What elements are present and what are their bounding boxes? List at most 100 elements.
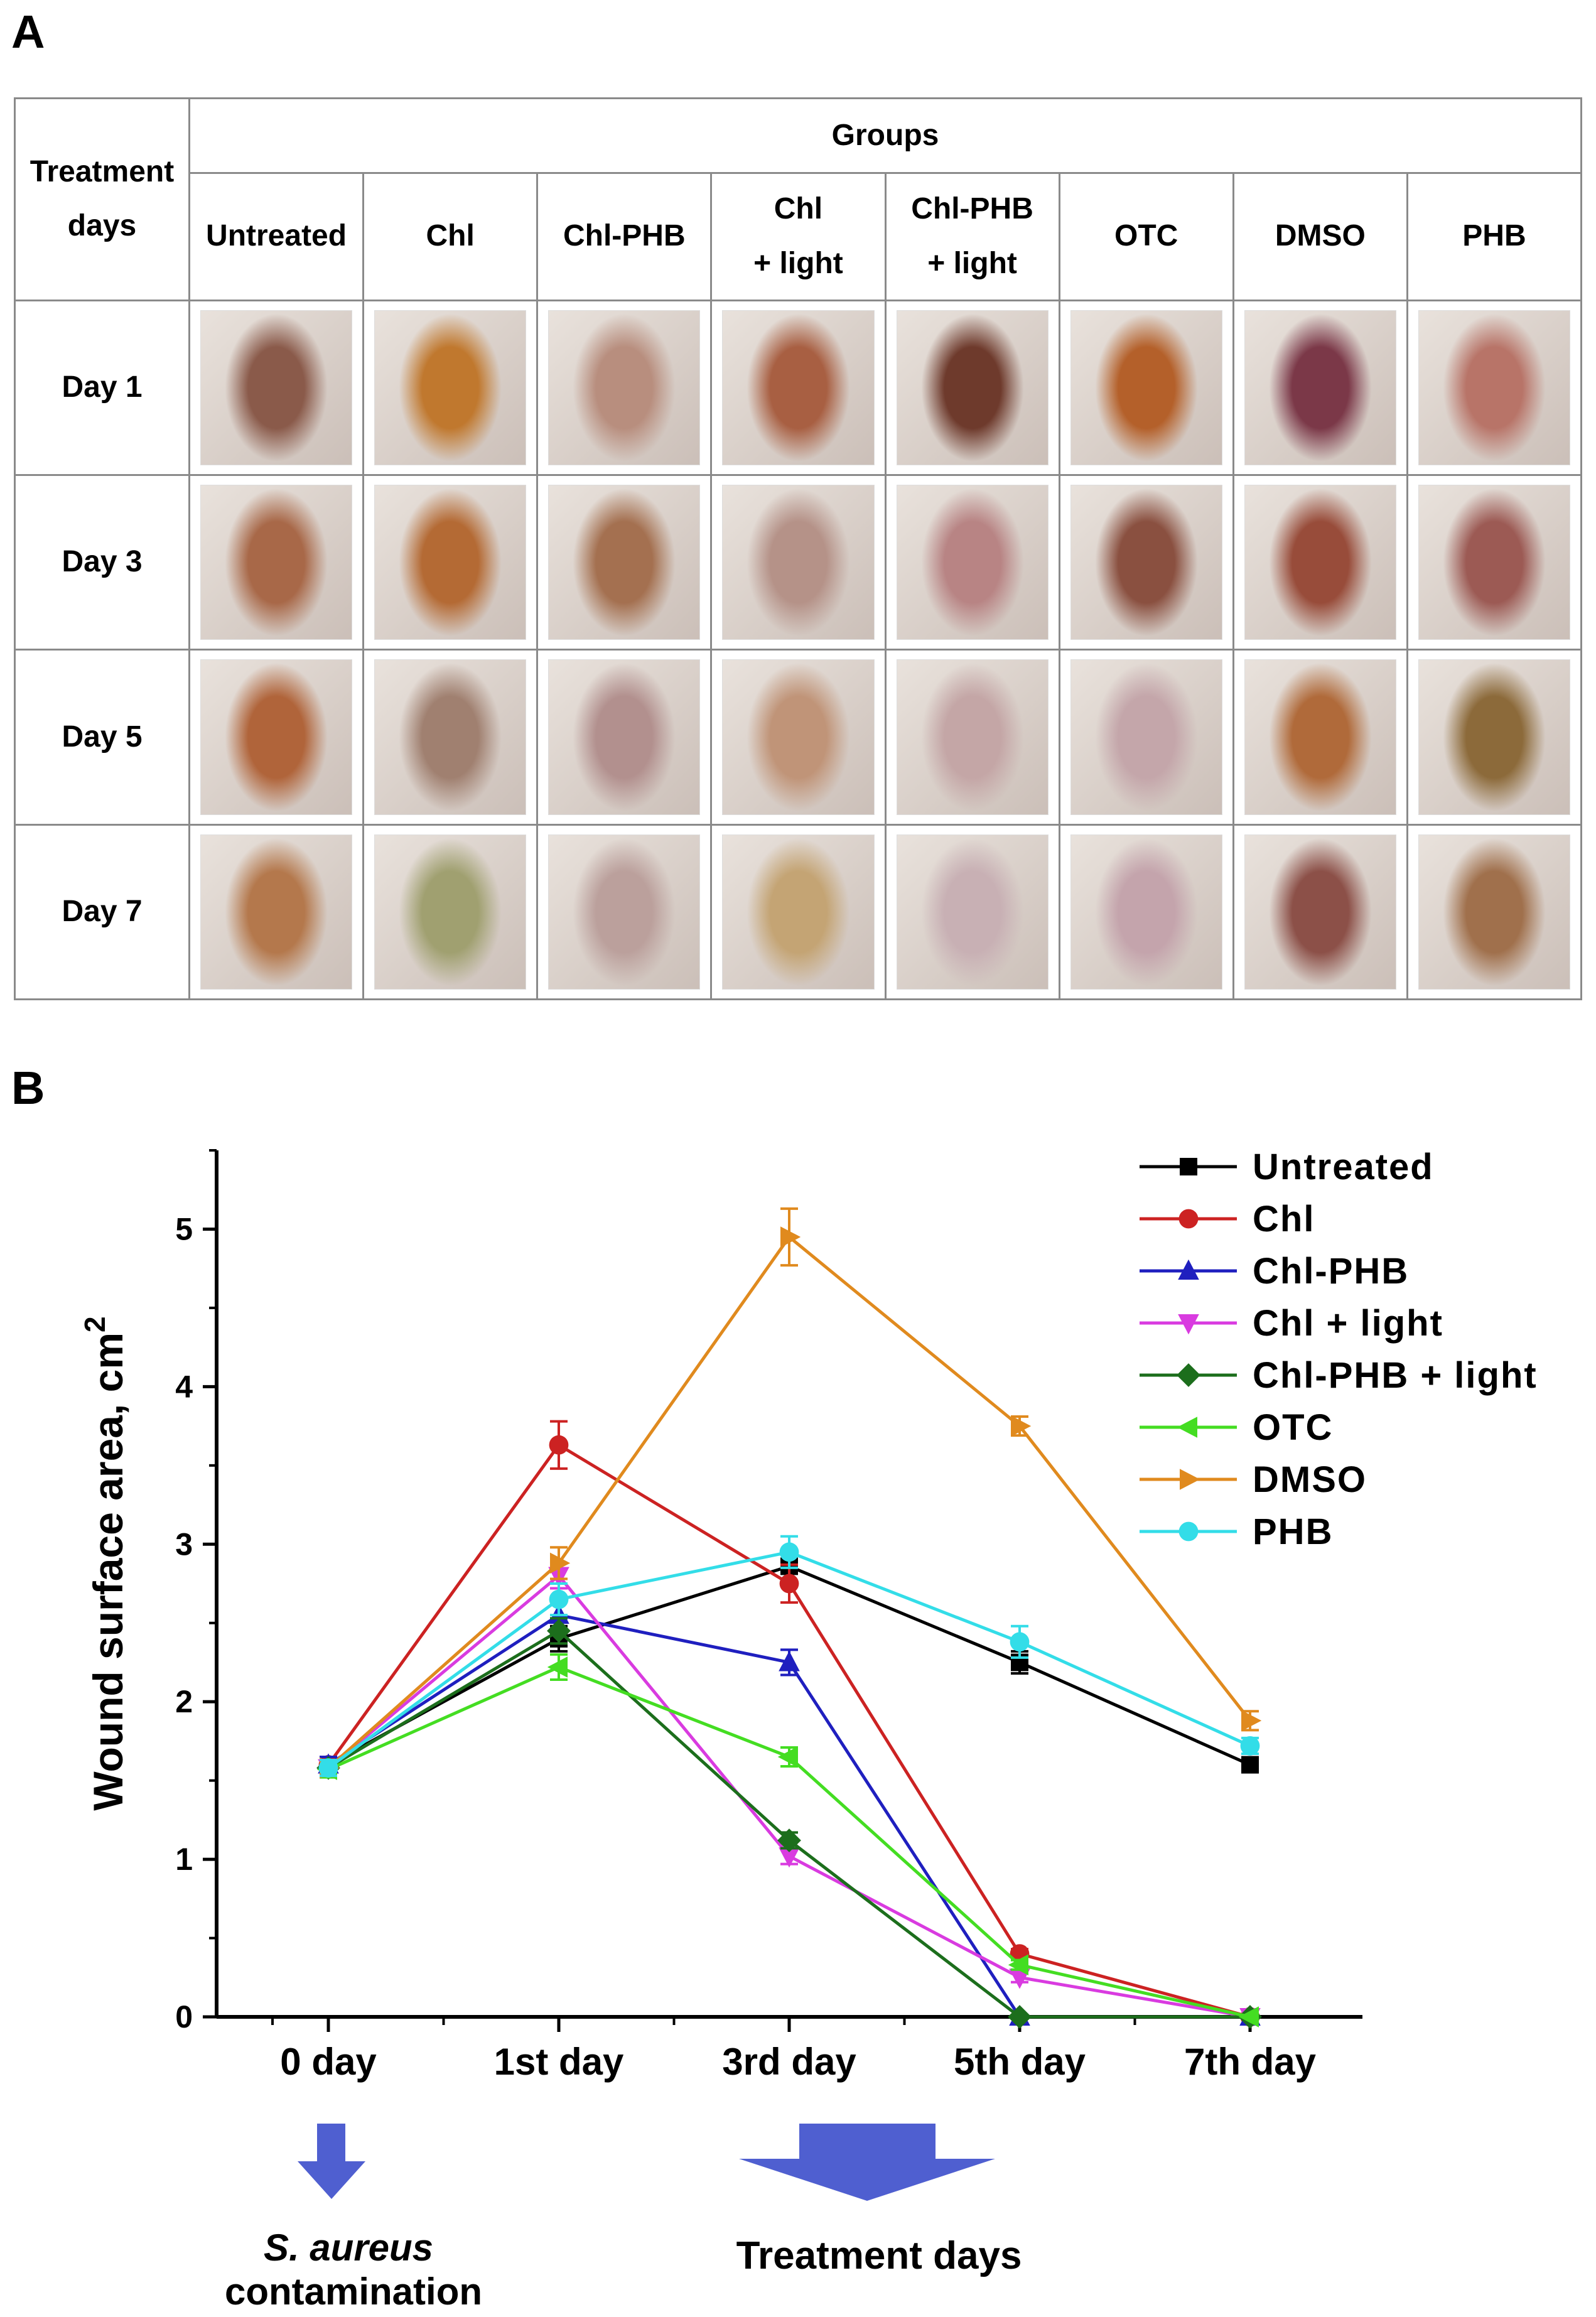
wound-photo-cell bbox=[710, 299, 887, 476]
wound-photo-cell bbox=[536, 473, 713, 651]
legend-marker bbox=[1177, 1417, 1197, 1438]
data-point bbox=[1008, 2005, 1032, 2029]
data-point bbox=[777, 1828, 801, 1852]
wound-photo-cell bbox=[188, 823, 365, 1001]
wound-photo-cell bbox=[1406, 823, 1583, 1001]
legend-entry: DMSO bbox=[1140, 1459, 1367, 1500]
group-header-cell: OTC bbox=[1058, 171, 1234, 301]
wound-photo-cell bbox=[1058, 649, 1234, 826]
data-point bbox=[1240, 1736, 1260, 1756]
wound-photo bbox=[896, 484, 1049, 640]
group-label: Chl + light bbox=[753, 192, 843, 280]
wound-photo bbox=[374, 310, 527, 465]
legend-marker bbox=[1177, 1363, 1200, 1387]
legend-label: Untreated bbox=[1253, 1147, 1434, 1187]
wound-photo bbox=[1244, 834, 1396, 990]
wound-photo bbox=[1244, 659, 1396, 815]
contamination-label-line2: contamination bbox=[225, 2271, 482, 2313]
y-axis-label-text: Wound surface area, cm bbox=[85, 1332, 131, 1811]
wound-photo-cell bbox=[188, 649, 365, 826]
wound-photo-cell bbox=[884, 299, 1060, 476]
wound-photo-cell bbox=[884, 823, 1060, 1001]
group-label: Chl-PHB bbox=[563, 219, 686, 253]
panel-b-letter: B bbox=[11, 1062, 45, 1114]
group-header-cell: PHB bbox=[1406, 171, 1583, 301]
data-point bbox=[1241, 1710, 1262, 1732]
group-label-row: Untreated Chl Chl-PHB Chl + light Chl-PHB + … bbox=[15, 171, 1583, 301]
legend-marker bbox=[1178, 1259, 1199, 1280]
series-chl bbox=[318, 1420, 1260, 2027]
data-point bbox=[779, 1542, 799, 1562]
y-tick-label: 5 bbox=[175, 1211, 193, 1246]
wound-photo bbox=[722, 484, 875, 640]
wound-photo bbox=[374, 484, 527, 640]
group-label: PHB bbox=[1462, 219, 1526, 253]
wound-photo-cell bbox=[1406, 649, 1583, 826]
wound-photo bbox=[1244, 484, 1396, 640]
wound-photo bbox=[374, 659, 527, 815]
group-label: Chl bbox=[426, 219, 475, 253]
wound-photo bbox=[1070, 659, 1222, 815]
data-point bbox=[1241, 1756, 1259, 1774]
contamination-arrow-icon bbox=[298, 2124, 365, 2199]
wound-photo-cell bbox=[362, 299, 539, 476]
group-header-cell: DMSO bbox=[1232, 171, 1408, 301]
day-label: Day 5 bbox=[14, 649, 190, 826]
groups-header: Groups bbox=[188, 97, 1582, 174]
treatment-arrow-icon bbox=[739, 2124, 995, 2201]
x-tick-label: 7th day bbox=[1184, 2041, 1317, 2083]
wound-photo bbox=[374, 834, 527, 990]
legend-marker bbox=[1180, 1158, 1197, 1175]
treatment-days-label: Treatment days bbox=[736, 2234, 1022, 2277]
wound-photo bbox=[548, 310, 701, 465]
wound-photo bbox=[722, 310, 875, 465]
wound-photo-cell bbox=[710, 823, 887, 1001]
group-header-cell: Chl bbox=[362, 171, 539, 301]
wound-photo bbox=[200, 310, 353, 465]
data-point bbox=[318, 1758, 338, 1778]
wound-photo-cell bbox=[1406, 473, 1583, 651]
day-row: Day 5 bbox=[14, 649, 1583, 826]
legend-entry: Chl + light bbox=[1140, 1303, 1442, 1344]
data-point bbox=[1008, 1954, 1028, 1975]
group-header-cell: Untreated bbox=[188, 171, 365, 301]
legend-entry: Untreated bbox=[1140, 1147, 1434, 1187]
wound-photo-cell bbox=[710, 649, 887, 826]
wound-photo bbox=[896, 834, 1049, 990]
data-point bbox=[779, 1847, 800, 1868]
data-point bbox=[547, 1656, 568, 1678]
y-tick-label: 1 bbox=[175, 1842, 193, 1877]
wound-photo bbox=[1070, 310, 1222, 465]
group-label: DMSO bbox=[1275, 219, 1366, 253]
legend-entry: Chl bbox=[1140, 1199, 1315, 1240]
legend-label: OTC bbox=[1253, 1407, 1333, 1448]
legend-marker bbox=[1178, 1314, 1199, 1335]
data-point bbox=[779, 1574, 799, 1594]
group-label: Untreated bbox=[206, 219, 347, 253]
contamination-label-line1: S. aureus bbox=[264, 2227, 433, 2269]
legend-label: DMSO bbox=[1253, 1459, 1367, 1500]
data-point bbox=[777, 1746, 798, 1768]
legend-label: Chl bbox=[1253, 1199, 1315, 1240]
data-point bbox=[550, 1552, 571, 1574]
wound-photo-cell bbox=[188, 473, 365, 651]
wound-photo bbox=[200, 834, 353, 990]
day-row: Day 1 bbox=[14, 299, 1583, 476]
wound-photo-cell bbox=[362, 823, 539, 1001]
wound-photo-cell bbox=[1232, 473, 1408, 651]
legend-entry: Chl-PHB bbox=[1140, 1251, 1409, 1292]
data-point bbox=[1010, 1632, 1030, 1652]
y-tick-label: 2 bbox=[175, 1684, 193, 1719]
series-phb bbox=[318, 1535, 1260, 1778]
data-point bbox=[779, 1651, 800, 1672]
series-line bbox=[327, 1573, 1251, 2019]
wound-photo bbox=[200, 484, 353, 640]
legend-entry: OTC bbox=[1140, 1407, 1333, 1448]
wound-photo bbox=[1070, 484, 1222, 640]
wound-photo bbox=[896, 310, 1049, 465]
legend-label: Chl-PHB bbox=[1253, 1251, 1409, 1292]
wound-photo-cell bbox=[536, 649, 713, 826]
y-tick-label: 3 bbox=[175, 1526, 193, 1562]
x-tick-label: 0 day bbox=[280, 2041, 377, 2083]
group-header-cell: Chl + light bbox=[710, 171, 887, 301]
